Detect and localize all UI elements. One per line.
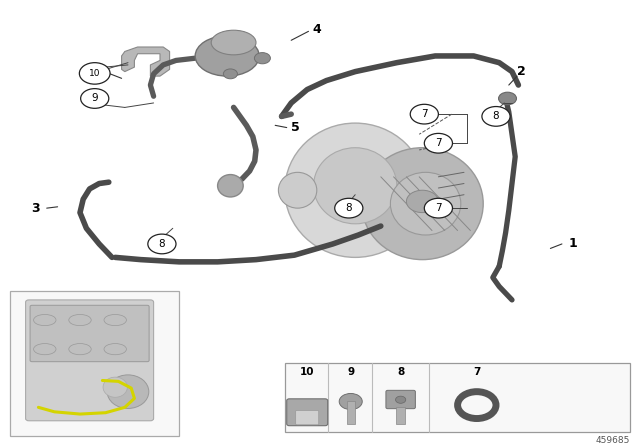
Ellipse shape	[314, 148, 397, 224]
Text: 7: 7	[435, 203, 442, 213]
Ellipse shape	[195, 36, 259, 76]
Circle shape	[335, 198, 363, 218]
Circle shape	[396, 396, 406, 403]
Text: 10: 10	[89, 69, 100, 78]
Text: 3: 3	[31, 202, 40, 215]
FancyBboxPatch shape	[287, 399, 328, 426]
Text: 8: 8	[346, 203, 352, 213]
Ellipse shape	[211, 30, 256, 55]
Ellipse shape	[34, 344, 56, 355]
Bar	[10, 291, 179, 436]
Polygon shape	[122, 47, 170, 76]
Text: 5: 5	[291, 121, 300, 134]
Ellipse shape	[103, 377, 127, 397]
Bar	[347, 401, 355, 424]
Text: 9: 9	[92, 94, 98, 103]
Text: 10: 10	[300, 367, 314, 377]
Circle shape	[79, 63, 110, 84]
Text: 2: 2	[517, 65, 526, 78]
Ellipse shape	[104, 314, 127, 326]
Text: 7: 7	[435, 138, 442, 148]
Ellipse shape	[254, 52, 270, 64]
Text: 459685: 459685	[596, 436, 630, 445]
Ellipse shape	[104, 344, 127, 355]
FancyBboxPatch shape	[26, 300, 154, 421]
FancyBboxPatch shape	[30, 305, 149, 362]
Text: 7: 7	[473, 367, 481, 377]
Circle shape	[499, 92, 516, 105]
Ellipse shape	[218, 175, 243, 197]
Text: 4: 4	[312, 22, 321, 35]
Ellipse shape	[285, 123, 426, 258]
Text: 8: 8	[493, 112, 499, 121]
Bar	[285, 362, 630, 432]
Bar	[396, 407, 405, 424]
Ellipse shape	[107, 375, 149, 409]
FancyBboxPatch shape	[296, 410, 319, 425]
Text: 1: 1	[568, 237, 577, 250]
Text: 7: 7	[421, 109, 428, 119]
Circle shape	[406, 190, 438, 213]
Ellipse shape	[390, 172, 461, 235]
Text: 8: 8	[159, 239, 165, 249]
Text: 9: 9	[347, 367, 355, 377]
Circle shape	[482, 107, 510, 126]
Circle shape	[410, 104, 438, 124]
Ellipse shape	[278, 172, 317, 208]
Circle shape	[339, 393, 362, 409]
FancyBboxPatch shape	[386, 390, 415, 409]
Text: 8: 8	[397, 367, 404, 377]
Ellipse shape	[362, 148, 483, 260]
Circle shape	[424, 198, 452, 218]
Text: 6: 6	[90, 63, 99, 76]
Ellipse shape	[69, 344, 92, 355]
Circle shape	[148, 234, 176, 254]
Circle shape	[424, 134, 452, 153]
Ellipse shape	[69, 314, 92, 326]
Circle shape	[81, 89, 109, 108]
Ellipse shape	[34, 314, 56, 326]
Ellipse shape	[223, 69, 237, 79]
